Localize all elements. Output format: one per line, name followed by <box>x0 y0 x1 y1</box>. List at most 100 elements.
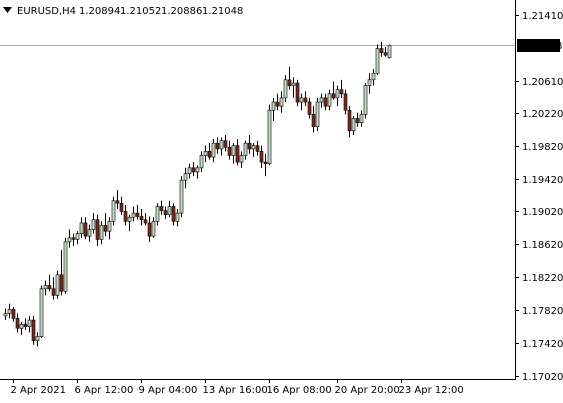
candle[interactable] <box>343 89 348 115</box>
candle[interactable] <box>3 308 8 321</box>
candle[interactable] <box>303 91 308 107</box>
candle[interactable] <box>203 145 208 163</box>
candle[interactable] <box>355 112 360 127</box>
candle[interactable] <box>175 208 180 227</box>
candle[interactable] <box>179 176 184 218</box>
candle[interactable] <box>31 315 36 345</box>
candle[interactable] <box>19 321 24 335</box>
candle[interactable] <box>35 332 40 347</box>
candle[interactable] <box>279 91 284 113</box>
candle[interactable] <box>155 203 160 226</box>
x-axis[interactable]: 2 Apr 2021 6 Apr 12:00 9 Apr 04:00 13 Apr 1… <box>11 379 464 396</box>
candle[interactable] <box>159 200 164 215</box>
candle[interactable] <box>347 106 352 138</box>
candle[interactable] <box>91 213 96 234</box>
candle[interactable] <box>251 143 256 158</box>
candle[interactable] <box>191 162 196 177</box>
candle[interactable] <box>291 77 296 98</box>
candle[interactable] <box>307 97 312 119</box>
candle[interactable] <box>11 306 16 322</box>
candle[interactable] <box>131 206 136 222</box>
candle[interactable] <box>63 237 68 294</box>
candle[interactable] <box>43 280 48 296</box>
candle[interactable] <box>219 137 224 156</box>
candle[interactable] <box>163 206 168 219</box>
candle[interactable] <box>227 140 232 160</box>
candle[interactable] <box>195 165 200 179</box>
candle[interactable] <box>335 85 340 107</box>
candle[interactable] <box>259 145 264 168</box>
candle[interactable] <box>359 110 364 127</box>
candle[interactable] <box>299 93 304 111</box>
candle[interactable] <box>247 134 252 154</box>
candle[interactable] <box>151 217 156 238</box>
candle[interactable] <box>275 93 280 111</box>
candle[interactable] <box>55 270 60 299</box>
candle[interactable] <box>39 285 44 339</box>
candle[interactable] <box>135 204 140 220</box>
candle[interactable] <box>115 190 120 209</box>
candle[interactable] <box>111 196 116 226</box>
candle[interactable] <box>295 79 300 107</box>
candle[interactable] <box>243 140 248 160</box>
candle[interactable] <box>323 93 328 111</box>
candle[interactable] <box>95 214 100 247</box>
candle[interactable] <box>7 303 12 319</box>
symbol-dropdown-triangle-icon[interactable] <box>3 7 12 13</box>
candle[interactable] <box>127 214 132 232</box>
candle[interactable] <box>263 153 268 177</box>
candle[interactable] <box>83 217 88 240</box>
candle[interactable] <box>107 217 112 240</box>
candle[interactable] <box>119 196 124 215</box>
y-axis[interactable]: 1.21410 1.20610 1.20220 1.19820 1.19420 1.190… <box>515 11 563 383</box>
candle[interactable] <box>367 73 372 94</box>
candle[interactable] <box>143 213 148 226</box>
candle[interactable] <box>383 46 388 57</box>
candle[interactable] <box>23 318 28 330</box>
candle[interactable] <box>147 216 152 242</box>
candle[interactable] <box>67 229 72 248</box>
candle[interactable] <box>283 74 288 103</box>
candle[interactable] <box>339 79 344 98</box>
candle[interactable] <box>363 83 368 119</box>
candle[interactable] <box>87 224 92 242</box>
candle[interactable] <box>167 200 172 218</box>
candle[interactable] <box>59 250 64 296</box>
candle[interactable] <box>267 104 272 166</box>
candle[interactable] <box>75 231 80 245</box>
candle[interactable] <box>319 93 324 108</box>
candle[interactable] <box>139 208 144 226</box>
candle[interactable] <box>27 315 32 333</box>
candle[interactable] <box>71 233 76 247</box>
candle[interactable] <box>47 274 52 292</box>
candle[interactable] <box>375 44 380 75</box>
candle[interactable] <box>231 143 236 164</box>
candle[interactable] <box>379 41 384 57</box>
candle[interactable] <box>15 313 20 333</box>
candle[interactable] <box>351 116 356 135</box>
candle[interactable] <box>51 277 56 300</box>
candle[interactable] <box>199 151 204 172</box>
candle[interactable] <box>215 137 220 154</box>
candle[interactable] <box>371 69 376 86</box>
candle[interactable] <box>331 81 336 100</box>
candle[interactable] <box>271 97 276 121</box>
candle[interactable] <box>287 66 292 90</box>
candle[interactable] <box>239 151 244 168</box>
candle[interactable] <box>311 106 316 133</box>
candle[interactable] <box>207 143 212 160</box>
candle[interactable] <box>235 139 240 166</box>
candle[interactable] <box>327 89 332 111</box>
candle[interactable] <box>183 167 188 189</box>
candle[interactable] <box>79 217 84 238</box>
candle[interactable] <box>103 213 108 237</box>
candle[interactable] <box>223 134 228 152</box>
candle[interactable] <box>211 139 216 163</box>
candle[interactable] <box>171 203 176 226</box>
candle[interactable] <box>255 140 260 156</box>
candle[interactable] <box>187 163 192 179</box>
candle[interactable] <box>123 204 128 226</box>
candle[interactable] <box>315 97 320 131</box>
